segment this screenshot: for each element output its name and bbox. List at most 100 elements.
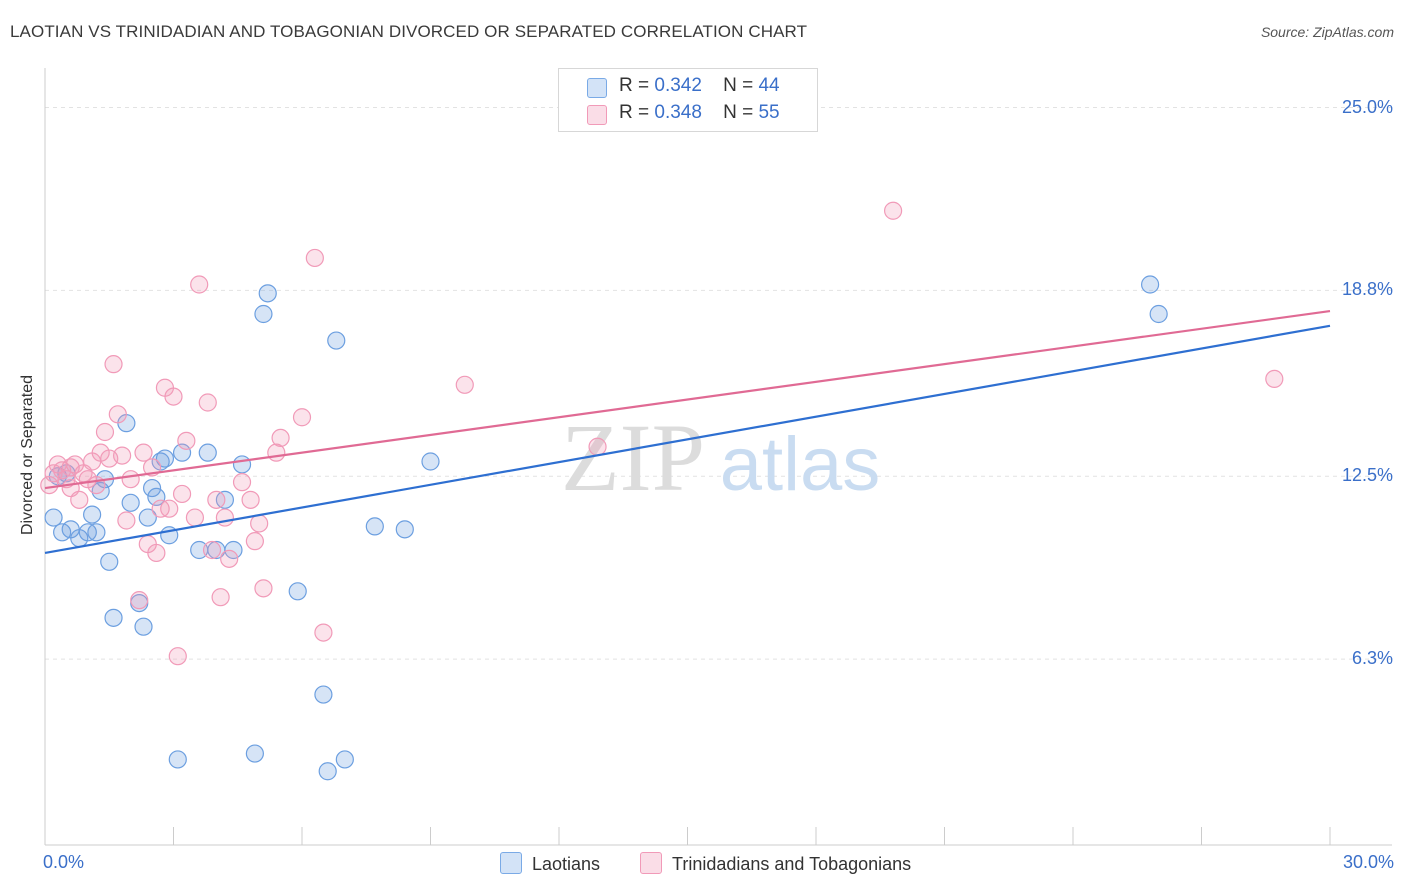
- trinidadians-trend-line: [44, 309, 1331, 490]
- laotians-legend-swatch: [500, 852, 522, 874]
- trinidadians-legend-swatch: [640, 852, 662, 874]
- trinidadian-point: [121, 470, 140, 489]
- laotian-point: [138, 508, 157, 527]
- trinidadian-point: [198, 393, 217, 412]
- source-label: Source: ZipAtlas.com: [1260, 24, 1394, 40]
- trinidadian-point: [168, 647, 187, 666]
- laotian-point: [134, 617, 153, 636]
- legend-text-laotians: R = 0.342 N = 44: [619, 75, 780, 97]
- trinidadian-point: [95, 422, 115, 442]
- laotian-point: [395, 520, 414, 539]
- laotian-point: [198, 443, 217, 462]
- trinidadian-point: [1265, 369, 1284, 388]
- trinidadian-point: [104, 355, 123, 374]
- trinidadian-point: [117, 511, 136, 530]
- laotian-point: [327, 331, 346, 350]
- y-tick-label: 25.0%: [1341, 96, 1393, 117]
- laotian-point: [83, 505, 102, 524]
- trinidadian-point: [455, 375, 474, 394]
- data-points: [40, 201, 1284, 781]
- trinidadian-point: [254, 579, 273, 598]
- trinidadian-point: [250, 514, 269, 533]
- laotian-point: [172, 443, 192, 462]
- laotian-point: [365, 517, 384, 536]
- trinidadian-point: [305, 248, 324, 268]
- n-value-trinidadians: 55: [758, 102, 780, 123]
- laotian-point: [147, 487, 166, 506]
- trinidadian-point: [271, 428, 290, 447]
- trinidadian-point: [207, 490, 226, 509]
- laotian-point: [44, 508, 63, 527]
- laotian-point: [335, 750, 354, 769]
- trinidadian-point: [215, 508, 234, 527]
- trinidadian-point: [185, 508, 205, 527]
- trinidadian-point: [112, 446, 132, 465]
- n-value-laotians: 44: [758, 75, 780, 96]
- x-tick-label: 0.0%: [43, 852, 85, 872]
- r-value-laotians: 0.342: [654, 75, 702, 96]
- axes: [44, 68, 1392, 846]
- legend-label-laotians: Laotians: [532, 854, 601, 874]
- trinidadian-point: [588, 437, 607, 456]
- x-tick-label: 30.0%: [1342, 852, 1394, 872]
- r-label: R =: [619, 102, 650, 123]
- laotian-point: [100, 552, 119, 571]
- laotian-point: [1140, 275, 1160, 294]
- legend-text-trinidadians: R = 0.348 N = 55: [619, 102, 780, 124]
- trinidadian-point: [164, 387, 183, 406]
- trinidadian-point: [61, 458, 80, 477]
- laotian-point: [104, 608, 123, 627]
- y-tick-label: 18.8%: [1341, 279, 1393, 300]
- legend-label-trinidadians: Trinidadians and Tobagonians: [672, 854, 912, 874]
- trinidadian-point: [211, 588, 230, 607]
- laotian-point: [87, 523, 106, 542]
- correlation-legend: R = 0.342 N = 44 R = 0.348 N = 55: [558, 68, 818, 132]
- trinidadian-point: [202, 540, 222, 560]
- chart-title: LAOTIAN VS TRINIDADIAN AND TOBAGONIAN DI…: [10, 22, 808, 41]
- y-tick-label: 6.3%: [1351, 648, 1393, 669]
- bottom-legend-trinidadians: Trinidadians and Tobagonians: [640, 852, 911, 875]
- laotian-point: [232, 455, 252, 474]
- grid-lines: [45, 107, 1392, 660]
- trinidadian-point: [160, 499, 179, 518]
- laotian-point: [142, 478, 162, 498]
- trinidadian-point: [314, 623, 333, 642]
- n-label: N =: [723, 102, 754, 123]
- trinidadian-point: [108, 405, 127, 424]
- trinidadian-point: [245, 532, 264, 551]
- laotian-point: [155, 449, 175, 468]
- y-axis-label: Divorced or Separated: [19, 374, 36, 536]
- laotian-point: [314, 685, 333, 704]
- trinidadian-point: [130, 591, 149, 610]
- bottom-legend-laotians: Laotians: [500, 852, 600, 875]
- trinidadian-point: [220, 549, 239, 568]
- r-value-trinidadians: 0.348: [654, 102, 702, 123]
- n-label: N =: [723, 75, 754, 96]
- laotian-point: [318, 762, 337, 781]
- trinidadian-point: [292, 408, 312, 427]
- laotian-point: [288, 582, 307, 601]
- trinidadian-point: [883, 201, 903, 220]
- trinidadian-point: [177, 431, 196, 450]
- trinidadian-point: [40, 476, 59, 495]
- watermark: ZIP atlas: [561, 404, 880, 511]
- laotian-point: [258, 284, 277, 303]
- laotian-point: [245, 744, 264, 763]
- laotian-point: [254, 304, 273, 324]
- trinidadian-point: [134, 443, 153, 462]
- trinidadian-point: [70, 490, 89, 509]
- laotian-point: [1149, 304, 1168, 324]
- r-label: R =: [619, 75, 650, 96]
- trinidadians-swatch: [587, 105, 607, 125]
- y-tick-label: 12.5%: [1341, 465, 1393, 486]
- watermark-atlas: atlas: [720, 422, 881, 507]
- trinidadian-point: [241, 490, 260, 509]
- laotian-point: [421, 452, 440, 471]
- trinidadian-point: [147, 543, 166, 563]
- trinidadian-point: [232, 473, 252, 492]
- laotians-trend-line: [44, 324, 1331, 555]
- trend-lines: [44, 309, 1331, 555]
- laotians-swatch: [587, 78, 607, 98]
- laotian-point: [121, 493, 140, 512]
